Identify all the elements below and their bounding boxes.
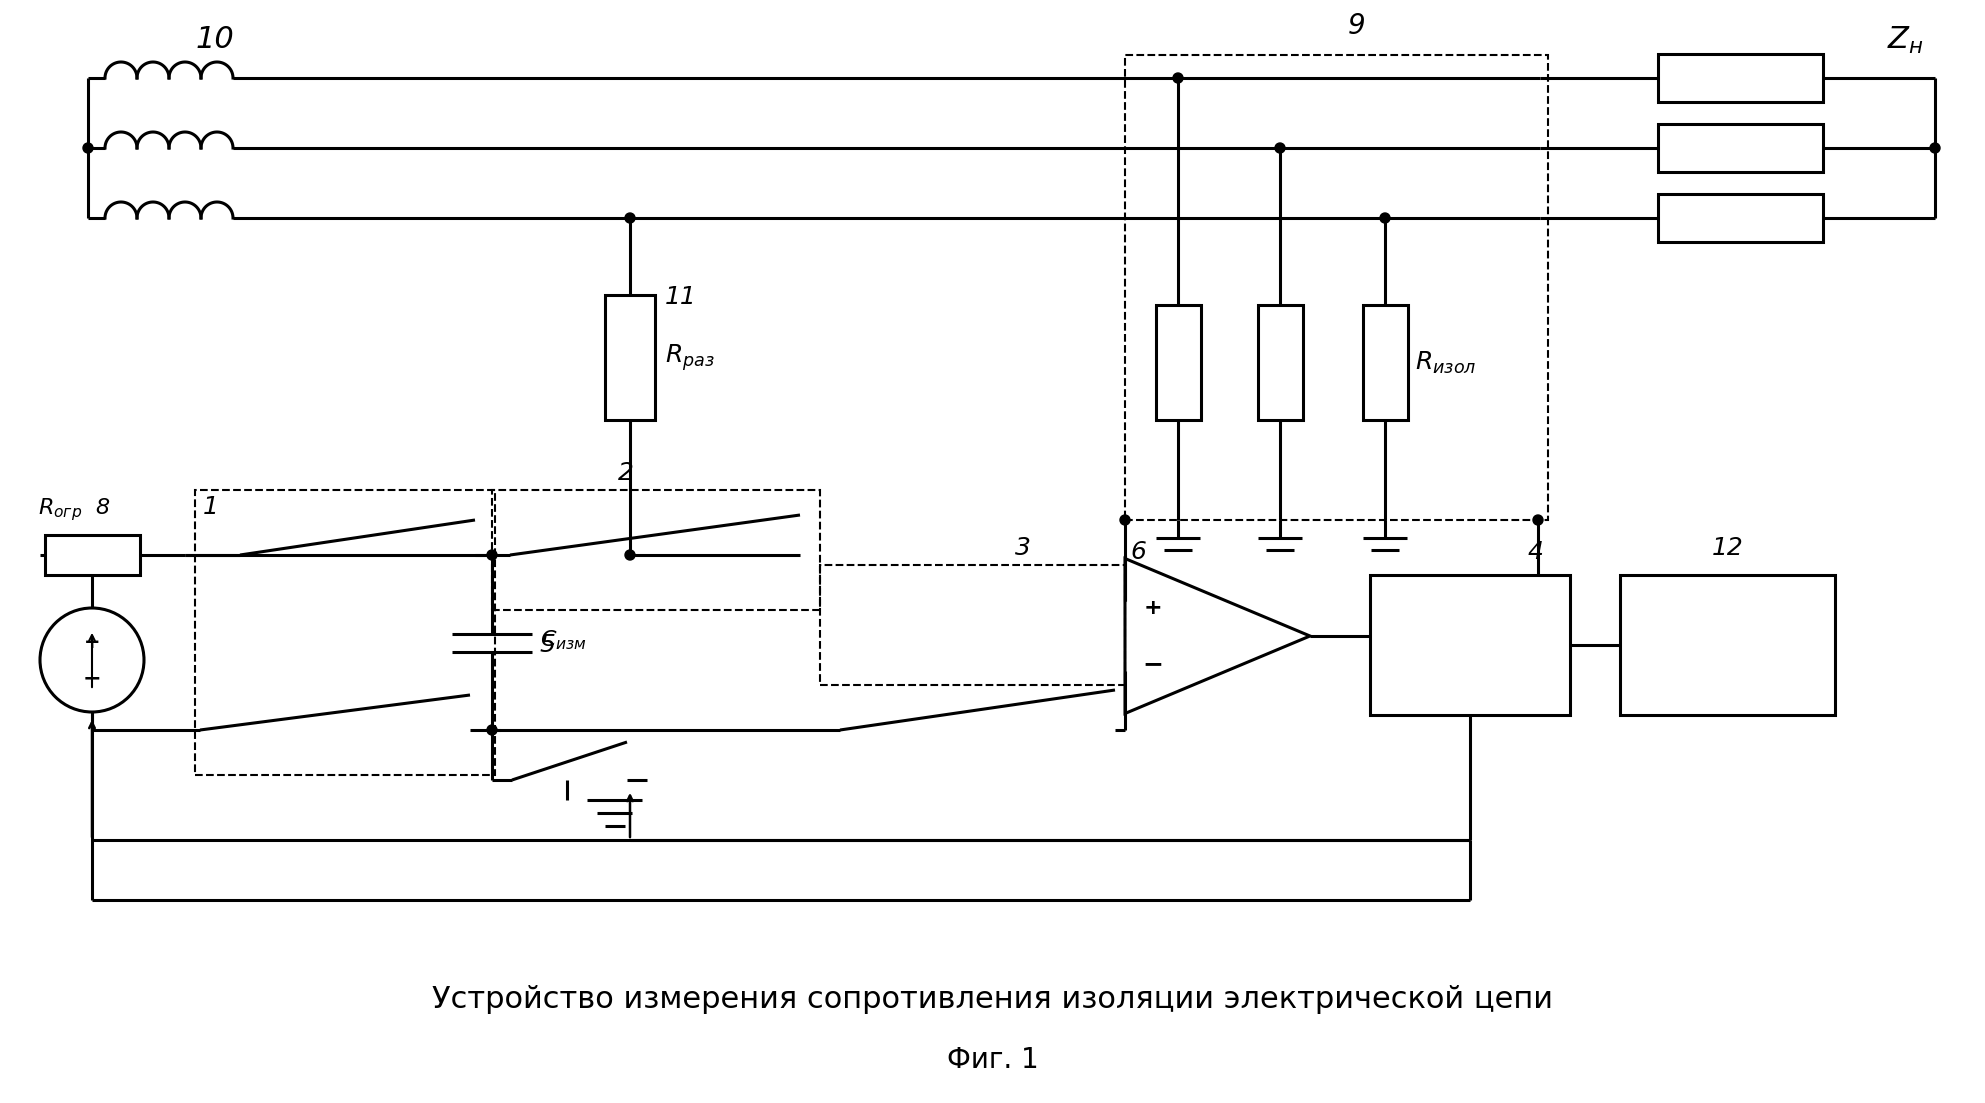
Text: 9: 9 — [1348, 12, 1366, 40]
Text: 4: 4 — [1526, 540, 1542, 564]
Text: 10: 10 — [197, 25, 234, 54]
Text: 7: 7 — [73, 556, 89, 580]
Circle shape — [1380, 213, 1389, 223]
Text: −: − — [83, 668, 101, 688]
Text: 5: 5 — [540, 632, 556, 656]
Text: $Z_н$: $Z_н$ — [1886, 25, 1923, 56]
Circle shape — [1173, 73, 1183, 83]
Text: 2: 2 — [617, 461, 633, 485]
Circle shape — [1120, 515, 1129, 525]
Bar — [605, 295, 655, 420]
Circle shape — [1274, 143, 1284, 153]
Bar — [46, 535, 141, 575]
Circle shape — [83, 143, 93, 153]
Circle shape — [1532, 515, 1542, 525]
Text: МК: МК — [1445, 631, 1495, 660]
Bar — [195, 490, 494, 775]
Text: Фиг. 1: Фиг. 1 — [947, 1046, 1038, 1074]
Text: $R_{раз}$: $R_{раз}$ — [665, 342, 715, 373]
Circle shape — [486, 550, 496, 560]
Bar — [1620, 575, 1834, 715]
Bar — [492, 490, 820, 610]
Text: Устройство измерения сопротивления изоляции электрической цепи: Устройство измерения сопротивления изоля… — [433, 985, 1552, 1015]
Text: Внеш.: Внеш. — [1685, 614, 1769, 640]
Bar — [1657, 194, 1822, 242]
Text: 11: 11 — [665, 285, 697, 309]
Circle shape — [625, 213, 635, 223]
Text: +: + — [1143, 598, 1163, 618]
Text: $C_{изм}$: $C_{изм}$ — [540, 629, 588, 652]
Text: +: + — [83, 632, 101, 652]
Text: 6: 6 — [1129, 540, 1145, 564]
Circle shape — [1929, 143, 1939, 153]
Text: $R_{изол}$: $R_{изол}$ — [1415, 350, 1477, 376]
Bar — [1657, 124, 1822, 172]
Bar — [1125, 55, 1548, 520]
Bar — [1258, 306, 1302, 420]
Text: уст-во: уст-во — [1683, 650, 1771, 676]
Text: −: − — [1143, 652, 1163, 676]
Bar — [1362, 306, 1407, 420]
Text: 1: 1 — [202, 495, 218, 520]
Bar — [1155, 306, 1201, 420]
Bar — [1657, 54, 1822, 101]
Circle shape — [625, 550, 635, 560]
Text: 12: 12 — [1711, 536, 1743, 560]
Bar — [820, 565, 1125, 685]
Bar — [1370, 575, 1570, 715]
Text: $R_{огр}$  8: $R_{огр}$ 8 — [38, 496, 111, 523]
Circle shape — [486, 725, 496, 735]
Text: 3: 3 — [1014, 536, 1030, 560]
